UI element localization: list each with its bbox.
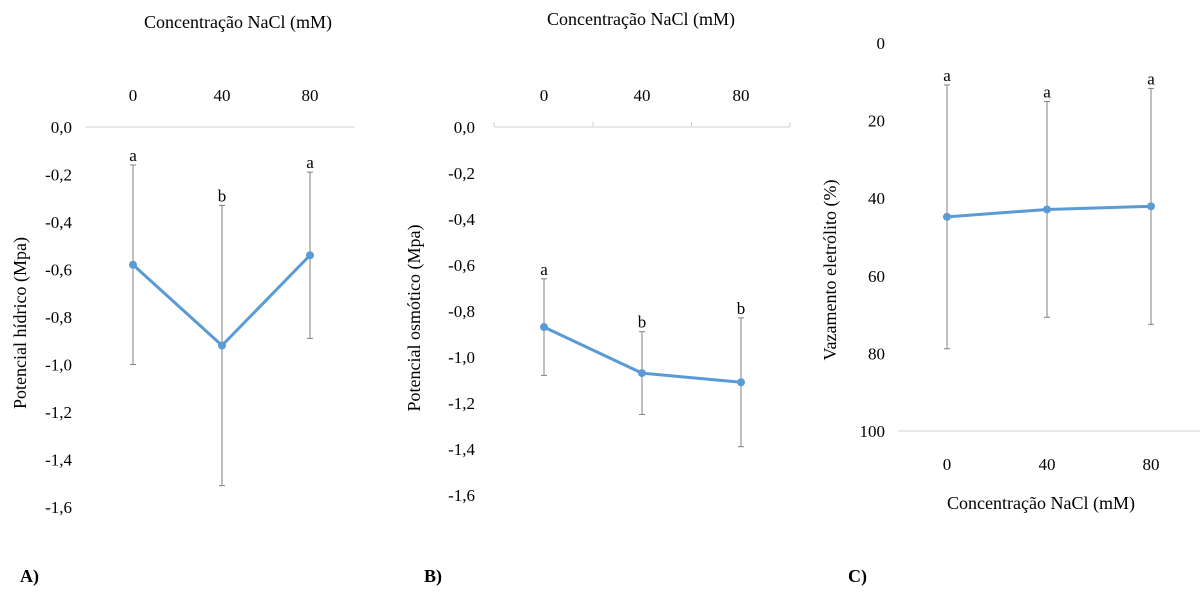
panel-a-ytick-label: -0,6 bbox=[45, 261, 72, 280]
panel-b-xtick-label: 0 bbox=[540, 86, 549, 105]
panel-c-marks: 0 20 40 60 80 100 0 40 80 a a a bbox=[860, 34, 1200, 474]
panel-b-ytick-label: -1,6 bbox=[448, 486, 475, 505]
panel-a: Concentração NaCl (mM) Potencial hídrico… bbox=[10, 12, 355, 587]
panel-b-ytick-label: -1,2 bbox=[448, 394, 475, 413]
panel-a-ytick-label: 0,0 bbox=[51, 118, 72, 137]
panel-a-label: A) bbox=[20, 566, 39, 587]
panel-a-ytick-label: -1,2 bbox=[45, 403, 72, 422]
panel-c-significance-letter: a bbox=[943, 66, 951, 85]
panel-b-data-point bbox=[540, 323, 548, 331]
panel-c-ytick-label: 40 bbox=[868, 189, 885, 208]
panel-c-ytick-label: 80 bbox=[868, 344, 885, 363]
panel-c-data-point bbox=[1147, 202, 1155, 210]
panel-c: Concentração NaCl (mM) Vazamento eletról… bbox=[820, 34, 1200, 587]
panel-c-data-point bbox=[943, 213, 951, 221]
panel-c-ytick-label: 100 bbox=[860, 422, 886, 441]
panel-a-ytick-label: -0,4 bbox=[45, 213, 72, 232]
panel-a-ytick-label: -0,2 bbox=[45, 166, 72, 185]
panel-b-ytick-label: -1,4 bbox=[448, 440, 475, 459]
panel-c-data-point bbox=[1043, 205, 1051, 213]
panel-a-ytick-label: -0,8 bbox=[45, 308, 72, 327]
panel-a-xtick-label: 80 bbox=[302, 86, 319, 105]
panel-b-ytick-label: -0,6 bbox=[448, 256, 475, 275]
panel-a-xtick-label: 40 bbox=[214, 86, 231, 105]
panel-c-ytick-label: 20 bbox=[868, 112, 885, 131]
panel-a-ytick-label: -1,4 bbox=[45, 451, 72, 470]
panel-c-xtick-label: 0 bbox=[943, 455, 952, 474]
panel-a-ytick-label: -1,0 bbox=[45, 356, 72, 375]
panel-a-marks: 0,0 -0,2 -0,4 -0,6 -0,8 -1,0 -1,2 -1,4 -1,6 0 40 80… bbox=[45, 86, 355, 517]
panel-c-xtick-label: 40 bbox=[1039, 455, 1056, 474]
panel-a-xtick-label: 0 bbox=[129, 86, 138, 105]
panel-c-ytick-label: 60 bbox=[868, 267, 885, 286]
panel-a-significance-letter: a bbox=[306, 153, 314, 172]
panel-b: Concentração NaCl (mM) Potencial osmótic… bbox=[404, 9, 790, 587]
panel-a-significance-letter: a bbox=[129, 146, 137, 165]
panel-b-xlabel: Concentração NaCl (mM) bbox=[547, 9, 735, 30]
panel-b-significance-letter: b bbox=[638, 313, 647, 332]
panel-b-marks: 0,0 -0,2 -0,4 -0,6 -0,8 -1,0 -1,2 -1,4 -1,6 0 40 80… bbox=[448, 86, 790, 505]
panel-c-xlabel: Concentração NaCl (mM) bbox=[947, 493, 1135, 514]
panel-b-data-point bbox=[638, 369, 646, 377]
panel-a-data-point bbox=[218, 342, 226, 350]
panel-a-data-point bbox=[129, 261, 137, 269]
panel-a-data-point bbox=[306, 251, 314, 259]
panel-b-ytick-label: -1,0 bbox=[448, 348, 475, 367]
panel-b-label: B) bbox=[424, 566, 442, 587]
panel-b-significance-letter: b bbox=[737, 299, 746, 318]
panel-b-ylabel: Potencial osmótico (Mpa) bbox=[404, 225, 425, 412]
panel-c-ylabel: Vazamento eletrólito (%) bbox=[820, 180, 841, 361]
panel-a-xlabel: Concentração NaCl (mM) bbox=[144, 12, 332, 33]
panel-b-xtick-label: 40 bbox=[634, 86, 651, 105]
panel-a-significance-letter: b bbox=[218, 186, 227, 205]
panel-a-ylabel: Potencial hídrico (Mpa) bbox=[10, 237, 31, 409]
panel-c-ytick-label: 0 bbox=[877, 34, 886, 53]
panel-a-ytick-label: -1,6 bbox=[45, 498, 72, 517]
panel-b-xtick-label: 80 bbox=[733, 86, 750, 105]
panel-c-significance-letter: a bbox=[1043, 83, 1051, 102]
panel-b-ytick-label: 0,0 bbox=[454, 118, 475, 137]
panel-b-significance-letter: a bbox=[540, 260, 548, 279]
panel-c-significance-letter: a bbox=[1147, 69, 1155, 88]
panel-b-ytick-label: -0,4 bbox=[448, 210, 475, 229]
panel-c-xtick-label: 80 bbox=[1143, 455, 1160, 474]
panel-b-ytick-label: -0,8 bbox=[448, 302, 475, 321]
panel-b-data-point bbox=[737, 378, 745, 386]
panel-c-label: C) bbox=[848, 566, 867, 587]
panel-b-ytick-label: -0,2 bbox=[448, 164, 475, 183]
